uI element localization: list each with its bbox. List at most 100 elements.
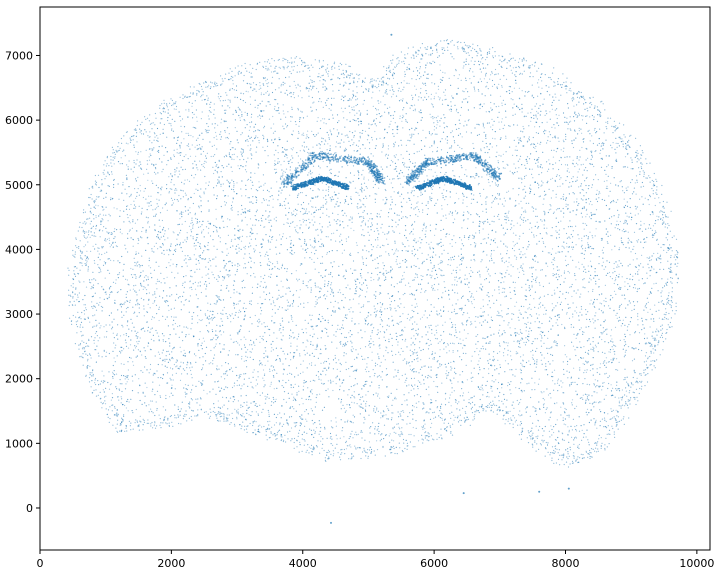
scatter-point <box>558 233 560 235</box>
scatter-point <box>459 356 461 358</box>
scatter-point <box>126 178 128 181</box>
scatter-point <box>229 260 231 262</box>
scatter-point <box>162 297 164 299</box>
scatter-point <box>104 291 106 294</box>
scatter-point <box>412 353 414 355</box>
scatter-point <box>406 317 408 320</box>
scatter-point <box>290 92 292 94</box>
scatter-point <box>290 329 292 331</box>
scatter-point <box>478 124 480 126</box>
scatter-point <box>560 163 563 166</box>
scatter-point <box>125 311 127 313</box>
scatter-point <box>106 238 108 240</box>
scatter-point <box>227 234 229 236</box>
scatter-point <box>262 339 264 341</box>
scatter-point <box>553 431 555 434</box>
scatter-point <box>322 79 324 81</box>
scatter-point <box>421 193 423 195</box>
scatter-point <box>627 144 629 146</box>
scatter-point <box>558 384 560 386</box>
scatter-point <box>291 221 293 223</box>
scatter-point <box>217 124 219 126</box>
scatter-point <box>471 198 473 200</box>
scatter-point <box>158 149 160 152</box>
scatter-point <box>566 242 568 244</box>
scatter-point <box>556 302 559 304</box>
scatter-point <box>351 430 353 432</box>
scatter-point <box>385 196 387 199</box>
scatter-point <box>474 411 476 413</box>
scatter-point <box>472 271 474 273</box>
scatter-point <box>506 253 508 255</box>
scatter-point <box>305 409 307 411</box>
scatter-point <box>554 135 556 137</box>
scatter-point <box>496 368 498 370</box>
scatter-point <box>644 282 646 284</box>
scatter-point <box>427 73 429 75</box>
scatter-point <box>507 349 509 351</box>
scatter-point <box>384 155 387 157</box>
scatter-point <box>250 201 252 203</box>
scatter-point <box>613 344 615 346</box>
scatter-point <box>499 78 501 80</box>
scatter-point <box>452 97 454 99</box>
scatter-point <box>664 226 666 228</box>
scatter-point <box>118 388 120 390</box>
scatter-point <box>335 335 337 337</box>
scatter-point <box>336 443 338 445</box>
scatter-point <box>548 209 551 211</box>
scatter-point <box>439 365 441 367</box>
scatter-point <box>463 417 465 419</box>
scatter-point <box>332 368 334 370</box>
scatter-point <box>522 254 524 256</box>
scatter-point <box>563 423 565 425</box>
scatter-point <box>360 268 362 271</box>
scatter-point <box>192 163 194 165</box>
scatter-point <box>133 326 135 328</box>
scatter-point <box>649 260 651 262</box>
scatter-point <box>352 165 355 167</box>
scatter-point <box>487 314 489 316</box>
scatter-point <box>96 196 98 198</box>
scatter-point <box>595 421 597 423</box>
scatter-point <box>216 337 219 339</box>
scatter-point <box>612 409 615 411</box>
scatter-point <box>383 355 385 357</box>
scatter-point <box>168 248 170 250</box>
scatter-point <box>540 269 542 271</box>
scatter-point <box>320 238 322 240</box>
scatter-point <box>302 201 305 204</box>
scatter-point <box>375 118 377 120</box>
scatter-point <box>219 343 221 345</box>
scatter-point <box>170 379 172 381</box>
scatter-point <box>455 192 457 194</box>
scatter-point <box>272 263 274 265</box>
scatter-point <box>574 407 576 410</box>
scatter-point <box>174 299 177 301</box>
scatter-point <box>610 182 612 184</box>
scatter-point <box>385 153 387 155</box>
scatter-point <box>475 213 478 215</box>
scatter-point <box>488 148 490 151</box>
scatter-point <box>484 95 486 97</box>
scatter-point <box>545 130 547 132</box>
scatter-point <box>525 299 527 301</box>
scatter-point <box>290 416 293 418</box>
scatter-point <box>105 291 107 293</box>
scatter-point <box>188 259 190 261</box>
scatter-point <box>523 128 525 130</box>
scatter-point <box>233 186 235 188</box>
scatter-point <box>241 385 243 387</box>
scatter-point <box>670 264 672 266</box>
scatter-point <box>185 132 187 134</box>
scatter-point <box>553 426 555 428</box>
scatter-point <box>147 222 149 224</box>
scatter-point <box>279 424 281 426</box>
scatter-point <box>630 212 632 214</box>
scatter-point <box>397 159 399 161</box>
scatter-point <box>377 267 379 269</box>
scatter-point <box>501 383 504 385</box>
scatter-point <box>354 370 356 372</box>
scatter-point <box>327 380 329 382</box>
